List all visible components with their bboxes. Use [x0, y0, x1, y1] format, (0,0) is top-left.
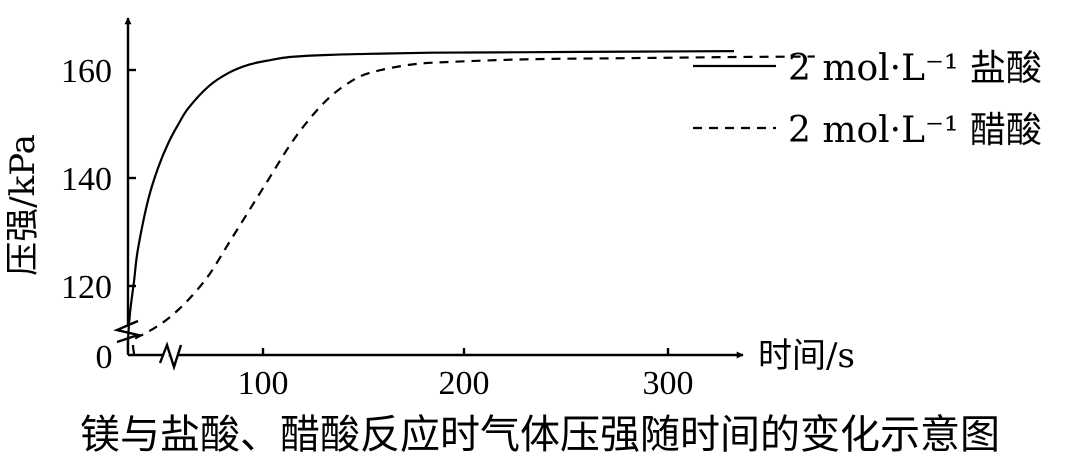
series-line-acetic-acid [131, 55, 815, 355]
y-tick-label-160: 160 [61, 53, 112, 90]
x-axis-label: 时间/s [758, 336, 855, 376]
x-tick-label-200: 200 [439, 365, 490, 402]
x-tick-label-100: 100 [238, 365, 289, 402]
y-tick-label-0: 0 [96, 339, 113, 376]
y-tick-label-140: 140 [61, 161, 112, 198]
x-axis-break [158, 341, 183, 371]
y-tick-label-120: 120 [61, 269, 112, 306]
x-tick-label-300: 300 [643, 365, 694, 402]
series-line-hydrochloric-acid [126, 50, 735, 353]
y-axis-label: 压强/kPa [3, 134, 43, 276]
legend-label-acetic-acid: 2 mol·L⁻¹ 醋酸 [788, 110, 1042, 151]
legend-label-hydrochloric-acid: 2 mol·L⁻¹ 盐酸 [788, 48, 1042, 89]
figure-caption: 镁与盐酸、醋酸反应时气体压强随时间的变化示意图 [80, 412, 1000, 458]
